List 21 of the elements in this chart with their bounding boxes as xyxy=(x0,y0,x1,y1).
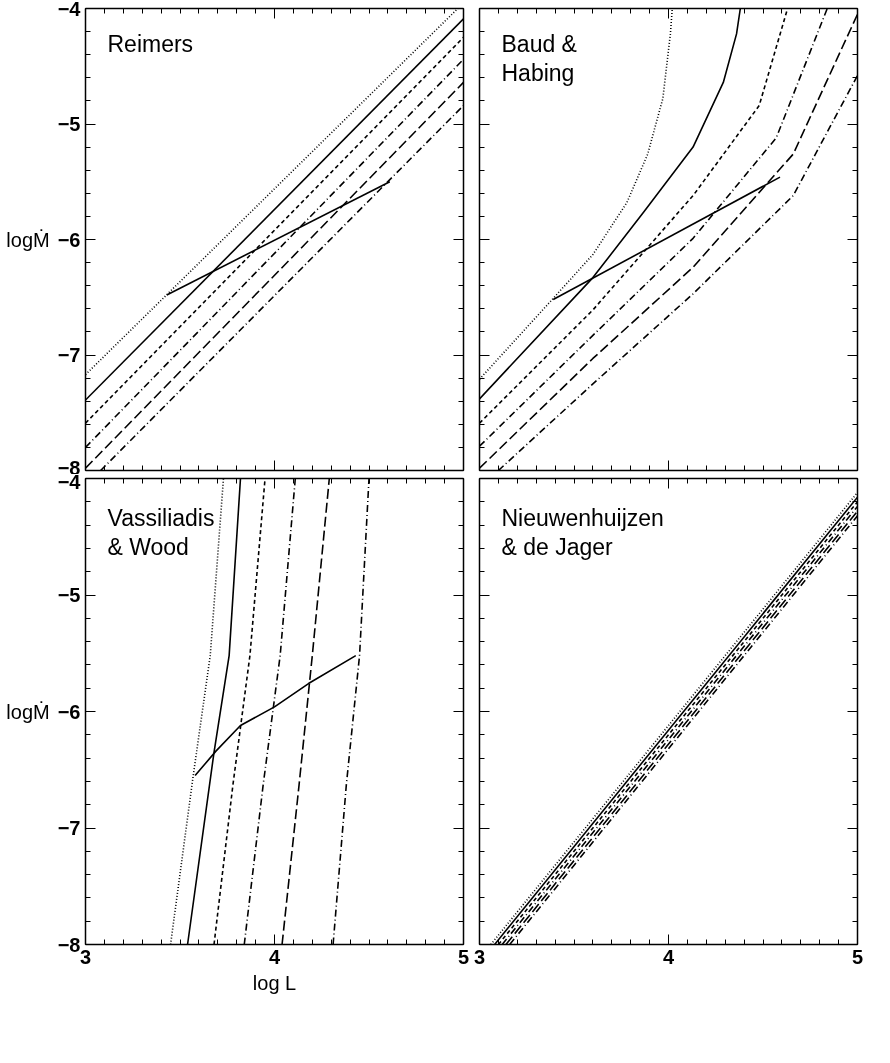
y-tick-label: −7 xyxy=(57,817,81,839)
y-tick-label: −8 xyxy=(57,933,81,956)
x-axis-title: log L xyxy=(252,971,297,994)
y-tick-label: −6 xyxy=(57,228,81,251)
x-tick-label: 5 xyxy=(457,945,470,968)
y-tick-label: −5 xyxy=(57,584,81,606)
x-tick-label: 3 xyxy=(473,945,486,968)
text: Baud & Habing xyxy=(501,30,577,87)
x-tick-label: 3 xyxy=(79,945,92,968)
x-tick-label: 5 xyxy=(851,945,864,968)
text: Nieuwenhuijzen & de Jager xyxy=(501,504,664,561)
y-tick-label: −5 xyxy=(57,113,81,135)
y-tick-label: −6 xyxy=(57,700,81,723)
y-tick-label: −4 xyxy=(57,0,82,20)
text: Vassiliadis & Wood xyxy=(107,504,215,561)
text: Reimers xyxy=(107,30,194,57)
y-tick-label: −7 xyxy=(57,344,81,366)
x-tick-label: 4 xyxy=(268,945,281,968)
x-tick-label: 4 xyxy=(662,945,675,968)
y-axis-title: logṀ xyxy=(6,228,50,251)
y-axis-title: logṀ xyxy=(6,700,50,723)
